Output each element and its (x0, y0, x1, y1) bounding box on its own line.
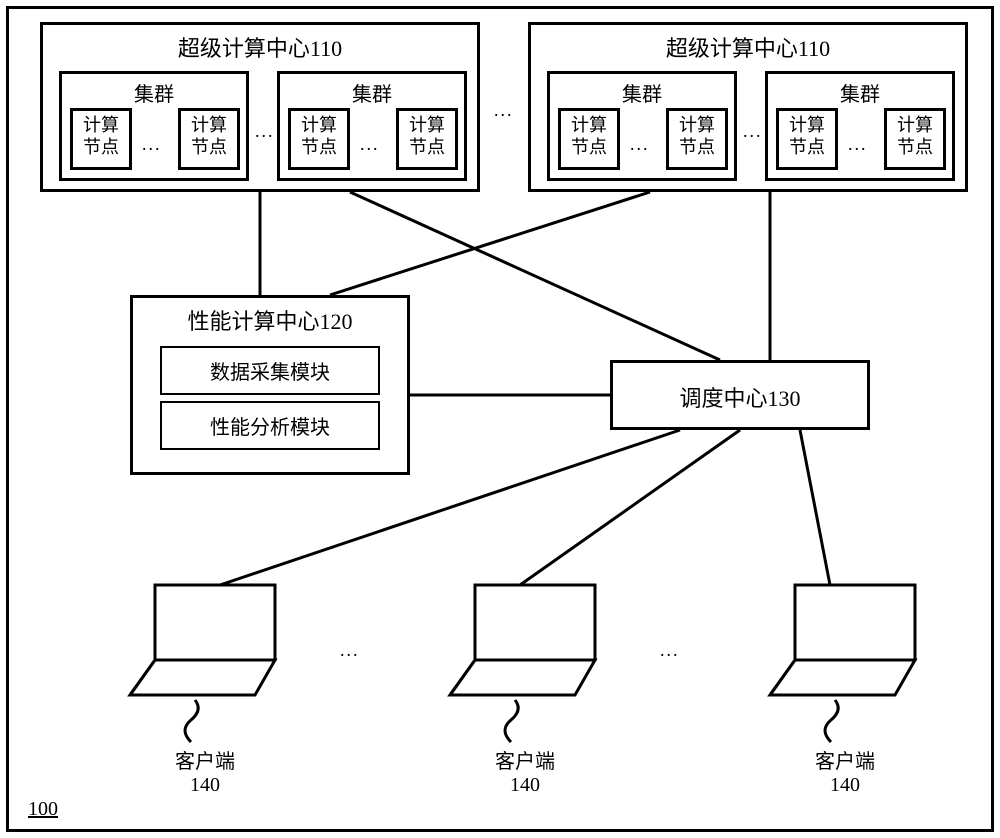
node-label: 计算节点 (887, 111, 943, 162)
perf-center-title: 性能计算中心120 (133, 298, 407, 340)
cluster-title: 集群 (280, 74, 464, 109)
ellipsis: ... (848, 134, 868, 155)
figure-number: 100 (28, 798, 58, 821)
compute-node: 计算节点 (396, 108, 458, 170)
cluster-title: 集群 (768, 74, 952, 109)
client-text: 客户端 (155, 745, 255, 774)
supercenter-title: 超级计算中心110 (531, 25, 965, 67)
cluster: 集群 计算节点 ... 计算节点 (547, 71, 737, 181)
client-label: 客户端 140 (795, 745, 895, 797)
client-label: 客户端 140 (155, 745, 255, 797)
ellipsis: ... (255, 121, 275, 142)
ellipsis: ... (743, 121, 763, 142)
perf-analysis-module: 性能分析模块 (160, 401, 380, 450)
compute-node: 计算节点 (666, 108, 728, 170)
supercenter-title: 超级计算中心110 (43, 25, 477, 67)
cluster-title: 集群 (62, 74, 246, 109)
cluster: 集群 计算节点 ... 计算节点 (765, 71, 955, 181)
client-num: 140 (155, 774, 255, 797)
ellipsis: ... (340, 640, 360, 661)
node-label: 计算节点 (561, 111, 617, 162)
client-text: 客户端 (475, 745, 575, 774)
cluster: 集群 计算节点 ... 计算节点 (277, 71, 467, 181)
node-label: 计算节点 (779, 111, 835, 162)
ellipsis: ... (630, 134, 650, 155)
client-laptop-icon (765, 580, 925, 700)
compute-node: 计算节点 (178, 108, 240, 170)
supercenter-right: 超级计算中心110 集群 计算节点 ... 计算节点 ... 集群 计算节点 .… (528, 22, 968, 192)
ellipsis: ... (360, 134, 380, 155)
node-label: 计算节点 (399, 111, 455, 162)
ellipsis: ... (142, 134, 162, 155)
client-num: 140 (795, 774, 895, 797)
compute-node: 计算节点 (776, 108, 838, 170)
client-laptop-icon (445, 580, 605, 700)
node-label: 计算节点 (291, 111, 347, 162)
node-label: 计算节点 (73, 111, 129, 162)
client-laptop-icon (125, 580, 285, 700)
node-label: 计算节点 (181, 111, 237, 162)
dispatch-title: 调度中心130 (613, 363, 867, 417)
compute-node: 计算节点 (70, 108, 132, 170)
ellipsis: ... (660, 640, 680, 661)
compute-node: 计算节点 (884, 108, 946, 170)
node-label: 计算节点 (669, 111, 725, 162)
compute-node: 计算节点 (558, 108, 620, 170)
client-label: 客户端 140 (475, 745, 575, 797)
compute-node: 计算节点 (288, 108, 350, 170)
supercenter-left: 超级计算中心110 集群 计算节点 ... 计算节点 ... 集群 计算节点 .… (40, 22, 480, 192)
cluster-title: 集群 (550, 74, 734, 109)
client-text: 客户端 (795, 745, 895, 774)
cluster: 集群 计算节点 ... 计算节点 (59, 71, 249, 181)
performance-center: 性能计算中心120 数据采集模块 性能分析模块 (130, 295, 410, 475)
dispatch-center: 调度中心130 (610, 360, 870, 430)
ellipsis: ... (494, 100, 514, 121)
client-num: 140 (475, 774, 575, 797)
data-collect-module: 数据采集模块 (160, 346, 380, 395)
